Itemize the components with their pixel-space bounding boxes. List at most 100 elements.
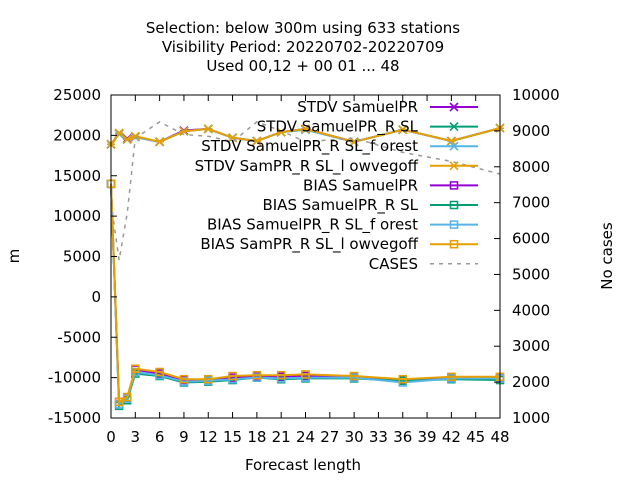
data-point-x-marker xyxy=(349,137,359,147)
x-tick-label: 33 xyxy=(369,428,388,446)
x-tick-label: 21 xyxy=(272,428,291,446)
data-point-x-marker xyxy=(155,137,165,147)
y-tick-label: 10000 xyxy=(53,207,101,225)
x-tick-label: 0 xyxy=(106,428,116,446)
x-tick-label: 24 xyxy=(296,428,315,446)
y-tick-label: 15000 xyxy=(53,167,101,185)
legend-label: BIAS SamuelPR_R SL xyxy=(262,196,418,215)
y-tick-label: -10000 xyxy=(48,369,101,387)
data-point-square-marker xyxy=(449,181,459,190)
legend-label: CASES xyxy=(369,255,418,273)
y2-tick-label: 7000 xyxy=(512,194,550,212)
series-layer xyxy=(106,121,505,411)
legend-label: STDV SamPR_R SL_l owvegoff xyxy=(195,157,419,176)
y2-tick-label: 5000 xyxy=(512,265,550,283)
data-point-x-marker xyxy=(130,131,140,141)
data-point-square-marker xyxy=(155,367,164,377)
x-tick-label: 39 xyxy=(418,428,437,446)
legend-label: BIAS SamPR_R SL_l owvegoff xyxy=(200,235,418,254)
y-tick-label: 20000 xyxy=(53,126,101,144)
legend-entry: BIAS SamPR_R SL_l owvegoff xyxy=(200,235,478,254)
x-tick-label: 42 xyxy=(442,428,461,446)
legend-entry: STDV SamuelPR_R SL_f orest xyxy=(201,137,478,156)
legend-entry: STDV SamPR_R SL_l owvegoff xyxy=(195,157,478,176)
legend-entry: BIAS SamuelPR xyxy=(303,176,478,194)
data-point-square-marker xyxy=(131,364,140,373)
series-line xyxy=(110,183,500,404)
y-tick-label: 5000 xyxy=(63,248,101,266)
series-8 xyxy=(110,121,501,261)
data-point-square-marker xyxy=(449,220,459,229)
legend-entry: BIAS SamuelPR_R SL xyxy=(262,196,478,215)
data-point-x-marker xyxy=(449,122,459,132)
legend-label: STDV SamuelPR_R SL xyxy=(257,118,419,137)
x-axis-label: Forecast length xyxy=(245,456,361,474)
y2-tick-label: 10000 xyxy=(512,86,560,104)
x-tick-label: 27 xyxy=(320,428,339,446)
y-axis-label: m xyxy=(5,249,23,264)
series-7 xyxy=(106,179,505,407)
x-tick-label: 12 xyxy=(199,428,218,446)
y2-axis-label: No cases xyxy=(598,222,616,290)
y-tick-label: -5000 xyxy=(57,328,101,346)
y-tick-label: 0 xyxy=(91,288,101,306)
data-point-square-marker xyxy=(276,370,286,380)
x-tick-label: 15 xyxy=(223,428,242,446)
data-point-square-marker xyxy=(179,374,189,384)
legend-entry: CASES xyxy=(369,255,478,273)
data-point-square-marker xyxy=(122,392,132,402)
x-tick-label: 3 xyxy=(131,428,141,446)
data-point-x-marker xyxy=(300,124,311,134)
data-point-square-marker xyxy=(204,374,213,384)
y2-tick-label: 1000 xyxy=(512,409,550,427)
data-point-x-marker xyxy=(122,134,132,144)
data-point-square-marker xyxy=(228,371,237,381)
y-tick-label: 25000 xyxy=(53,86,101,104)
data-point-square-marker xyxy=(447,372,456,382)
title-line-3: Used 00,12 + 00 01 ... 48 xyxy=(206,57,399,75)
data-point-x-marker xyxy=(252,136,262,146)
series-line xyxy=(110,121,501,261)
x-tick-label: 9 xyxy=(179,428,189,446)
legend-label: STDV SamuelPR_R SL_f orest xyxy=(201,137,418,156)
x-tick-label: 18 xyxy=(247,428,266,446)
data-point-x-marker xyxy=(449,161,459,171)
data-point-x-marker xyxy=(449,102,459,112)
y-tick-label: -15000 xyxy=(48,409,101,427)
data-point-x-marker xyxy=(179,126,189,136)
data-point-square-marker xyxy=(349,371,359,381)
legend-entry: STDV SamuelPR_R SL xyxy=(257,118,478,137)
chart-title: Selection: below 300m using 633 stations… xyxy=(146,19,460,75)
x-tick-label: 48 xyxy=(490,428,509,446)
x-tick-label: 45 xyxy=(466,428,485,446)
data-point-x-marker xyxy=(398,125,408,135)
x-tick-label: 30 xyxy=(345,428,364,446)
y2-tick-label: 9000 xyxy=(512,122,550,140)
x-tick-label: 6 xyxy=(155,428,165,446)
data-point-square-marker xyxy=(398,374,407,384)
x-tick-label: 36 xyxy=(393,428,412,446)
y2-tick-label: 4000 xyxy=(512,301,550,319)
legend-label: BIAS SamuelPR_R SL_f orest xyxy=(207,216,418,235)
y2-tick-label: 2000 xyxy=(512,373,550,391)
legend-label: STDV SamuelPR xyxy=(297,98,418,116)
data-point-square-marker xyxy=(114,397,124,407)
title-line-1: Selection: below 300m using 633 stations xyxy=(146,19,460,37)
data-point-square-marker xyxy=(252,370,262,380)
y2-tick-label: 6000 xyxy=(512,230,550,248)
data-point-square-marker xyxy=(449,239,459,249)
data-point-x-marker xyxy=(446,136,456,146)
data-point-x-marker xyxy=(276,127,286,137)
data-point-x-marker xyxy=(449,141,459,151)
title-line-2: Visibility Period: 20220702-20220709 xyxy=(162,38,444,56)
legend-entry: BIAS SamuelPR_R SL_f orest xyxy=(207,216,478,235)
y2-tick-label: 8000 xyxy=(512,158,550,176)
y2-tick-label: 3000 xyxy=(512,337,550,355)
ticks: 0 3 6 9 12 15 18 21 24 27 30 33 36 39 42 45 48-15000-100… xyxy=(48,86,560,446)
series-3 xyxy=(106,123,505,149)
legend-label: BIAS SamuelPR xyxy=(303,176,418,194)
data-point-square-marker xyxy=(301,370,310,379)
